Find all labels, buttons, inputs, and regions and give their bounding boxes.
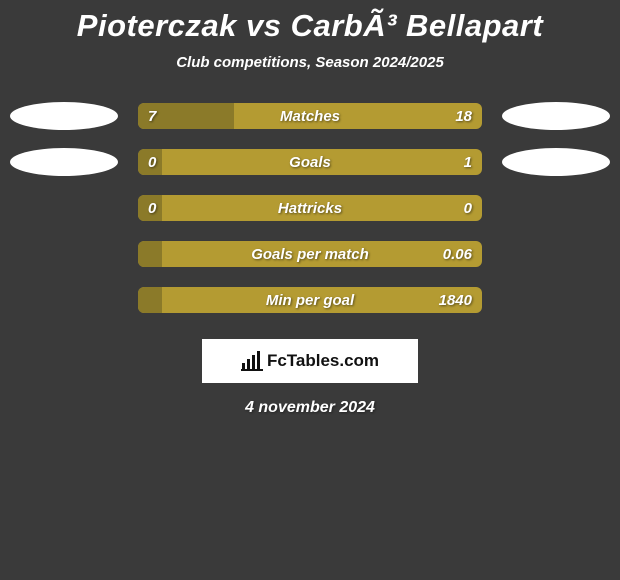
comparison-card: Pioterczak vs CarbÃ³ Bellapart Club comp…: [0, 0, 620, 417]
stat-value-right: 0.06: [443, 241, 472, 267]
player-right-marker: [502, 148, 610, 176]
stat-label: Min per goal: [138, 287, 482, 313]
stat-row: 0Hattricks0: [2, 195, 618, 221]
player-left-marker: [10, 102, 118, 130]
stat-bar: 7Matches18: [138, 103, 482, 129]
stat-value-right: 1: [464, 149, 472, 175]
footer-date: 4 november 2024: [245, 399, 375, 417]
stat-row: Goals per match0.06: [2, 241, 618, 267]
page-title: Pioterczak vs CarbÃ³ Bellapart: [77, 8, 543, 44]
stat-value-right: 1840: [439, 287, 472, 313]
stat-row: Min per goal1840: [2, 287, 618, 313]
stat-label: Matches: [138, 103, 482, 129]
stat-label: Goals: [138, 149, 482, 175]
player-right-marker: [502, 102, 610, 130]
stat-bar: Goals per match0.06: [138, 241, 482, 267]
stat-rows: 7Matches180Goals10Hattricks0Goals per ma…: [2, 103, 618, 333]
stat-bar: 0Hattricks0: [138, 195, 482, 221]
brand-logo-text: FcTables.com: [267, 351, 379, 371]
stat-bar: Min per goal1840: [138, 287, 482, 313]
stat-label: Goals per match: [138, 241, 482, 267]
stat-bar: 0Goals1: [138, 149, 482, 175]
page-subtitle: Club competitions, Season 2024/2025: [176, 54, 444, 71]
stat-value-right: 0: [464, 195, 472, 221]
bar-chart-icon: [241, 351, 263, 371]
brand-logo: FcTables.com: [202, 339, 418, 383]
stat-value-right: 18: [455, 103, 472, 129]
stat-row: 0Goals1: [2, 149, 618, 175]
player-left-marker: [10, 148, 118, 176]
stat-row: 7Matches18: [2, 103, 618, 129]
stat-label: Hattricks: [138, 195, 482, 221]
